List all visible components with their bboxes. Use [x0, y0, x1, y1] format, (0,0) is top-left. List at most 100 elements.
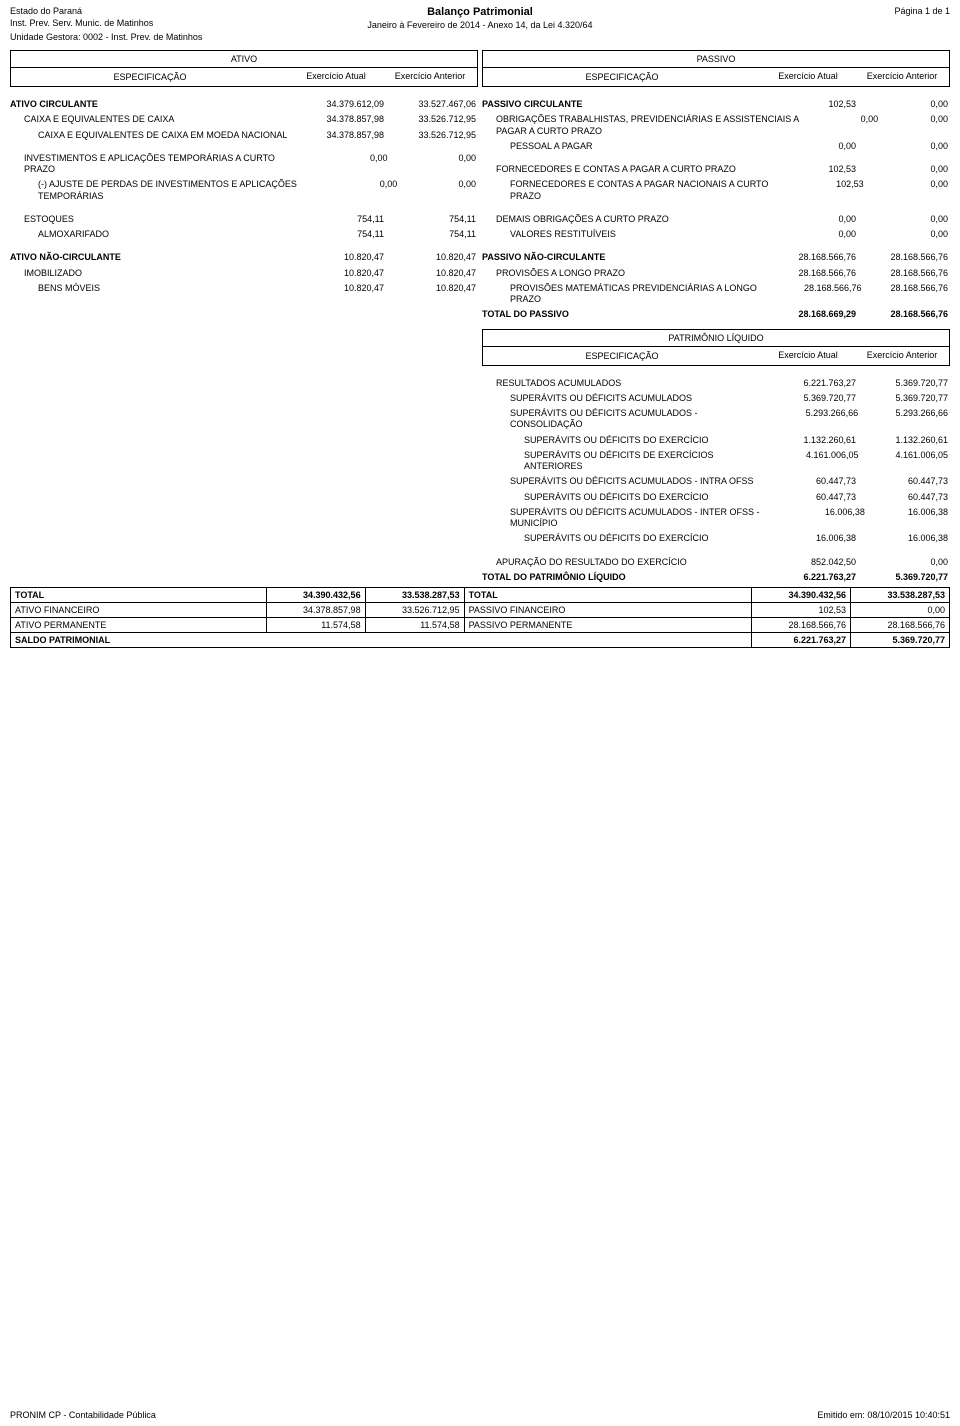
row-value-atual: 0,00 — [766, 141, 858, 152]
row-label: ATIVO NÃO-CIRCULANTE — [10, 252, 294, 263]
row-value-anterior: 60.447,73 — [858, 492, 950, 503]
row-value-atual: 28.168.566,76 — [766, 268, 858, 279]
ativo-rows: ATIVO CIRCULANTE34.379.612,0933.527.467,… — [10, 97, 478, 296]
row-label: SUPERÁVITS OU DÉFICITS DO EXERCÍCIO — [482, 533, 766, 544]
row-value-anterior: 5.293.266,66 — [860, 408, 950, 419]
row-value-atual: 16.006,38 — [766, 533, 858, 544]
main-tables: ATIVO ESPECIFICAÇÃO Exercício Atual Exer… — [10, 50, 950, 585]
row-value-anterior: 754,11 — [386, 229, 478, 240]
row-label: ESTOQUES — [10, 214, 294, 225]
row-label: BENS MÓVEIS — [10, 283, 294, 294]
table-row: SUPERÁVITS OU DÉFICITS ACUMULADOS - CONS… — [482, 406, 950, 433]
table-row: (-) AJUSTE DE PERDAS DE INVESTIMENTOS E … — [10, 177, 478, 204]
ativo-permanente-label: ATIVO PERMANENTE — [11, 618, 267, 633]
row-value-atual: 4.161.006,05 — [771, 450, 860, 461]
ativo-financeiro-anterior: 33.526.712,95 — [365, 603, 464, 618]
col-ex-anterior: Exercício Anterior — [383, 68, 477, 86]
table-row: SUPERÁVITS OU DÉFICITS ACUMULADOS5.369.7… — [482, 391, 950, 406]
report-title: Balanço Patrimonial — [10, 6, 950, 18]
row-value-anterior: 28.168.566,76 — [864, 283, 950, 294]
row-value-atual: 28.168.566,76 — [766, 252, 858, 263]
grand-totals-table: TOTAL 34.390.432,56 33.538.287,53 TOTAL … — [10, 587, 950, 648]
col-especificacao: ESPECIFICAÇÃO — [11, 68, 289, 86]
row-label: FORNECEDORES E CONTAS A PAGAR NACIONAIS … — [482, 179, 781, 202]
total-passivo-atual: 28.168.669,29 — [766, 309, 858, 320]
row-value-anterior: 0,00 — [866, 179, 950, 190]
passivo-permanente-label: PASSIVO PERMANENTE — [464, 618, 751, 633]
row-label: PASSIVO NÃO-CIRCULANTE — [482, 252, 766, 263]
row-value-atual: 6.221.763,27 — [766, 378, 858, 389]
table-row: SUPERÁVITS OU DÉFICITS DE EXERCÍCIOS ANT… — [482, 448, 950, 475]
row-label: ATIVO CIRCULANTE — [10, 99, 294, 110]
row-value-anterior: 10.820,47 — [386, 252, 478, 263]
total-patrimonio-row: TOTAL DO PATRIMÔNIO LÍQUIDO 6.221.763,27… — [482, 570, 950, 585]
row-value-anterior: 0,00 — [858, 229, 950, 240]
row-value-atual: 754,11 — [294, 214, 386, 225]
financeiro-row: ATIVO FINANCEIRO 34.378.857,98 33.526.71… — [11, 603, 950, 618]
page-number: Página 1 de 1 — [894, 6, 950, 16]
row-label: IMOBILIZADO — [10, 268, 294, 279]
report-period: Janeiro à Fevereiro de 2014 - Anexo 14, … — [10, 20, 950, 30]
row-label: SUPERÁVITS OU DÉFICITS DO EXERCÍCIO — [482, 435, 766, 446]
col-ex-atual: Exercício Atual — [761, 68, 855, 86]
table-row: SUPERÁVITS OU DÉFICITS DO EXERCÍCIO16.00… — [482, 531, 950, 546]
row-value-atual: 102,53 — [766, 164, 858, 175]
row-value-atual: 34.378.857,98 — [294, 114, 386, 125]
ativo-column-header: ESPECIFICAÇÃO Exercício Atual Exercício … — [10, 68, 478, 87]
passivo-permanente-anterior: 28.168.566,76 — [851, 618, 950, 633]
passivo-financeiro-label: PASSIVO FINANCEIRO — [464, 603, 751, 618]
table-row: PROVISÕES A LONGO PRAZO28.168.566,7628.1… — [482, 266, 950, 281]
total-passivo-anterior: 28.168.566,76 — [858, 309, 950, 320]
row-value-anterior: 0,00 — [880, 114, 950, 125]
table-row: VALORES RESTITUÍVEIS0,000,00 — [482, 227, 950, 242]
row-value-atual: 0,00 — [766, 229, 858, 240]
total-ativo-anterior: 33.538.287,53 — [365, 588, 464, 603]
unidade-gestora: Unidade Gestora: 0002 - Inst. Prev. de M… — [10, 32, 950, 42]
ativo-header: ATIVO — [10, 50, 478, 68]
row-value-anterior: 33.526.712,95 — [386, 130, 478, 141]
total-passivo-label: TOTAL DO PASSIVO — [482, 309, 766, 320]
total-passivo-label: TOTAL — [464, 588, 751, 603]
footer-right: Emitido em: 08/10/2015 10:40:51 — [817, 1410, 950, 1420]
row-value-atual: 60.447,73 — [766, 476, 858, 487]
passivo-permanente-atual: 28.168.566,76 — [752, 618, 851, 633]
row-value-atual: 1.132.260,61 — [766, 435, 858, 446]
table-row: PASSIVO CIRCULANTE102,530,00 — [482, 97, 950, 112]
row-value-atual: 0,00 — [321, 179, 400, 190]
row-label: PROVISÕES MATEMÁTICAS PREVIDENCIÁRIAS A … — [482, 283, 777, 306]
table-row: ATIVO NÃO-CIRCULANTE10.820,4710.820,47 — [10, 250, 478, 265]
row-label: APURAÇÃO DO RESULTADO DO EXERCÍCIO — [482, 557, 766, 568]
ativo-permanente-anterior: 11.574,58 — [365, 618, 464, 633]
row-label: DEMAIS OBRIGAÇÕES A CURTO PRAZO — [482, 214, 766, 225]
equity-rows: RESULTADOS ACUMULADOS6.221.763,275.369.7… — [482, 376, 950, 570]
col-especificacao: ESPECIFICAÇÃO — [483, 68, 761, 86]
report-header: Balanço Patrimonial Janeiro à Fevereiro … — [10, 6, 950, 42]
row-value-atual: 34.378.857,98 — [294, 130, 386, 141]
total-patrimonio-anterior: 5.369.720,77 — [858, 572, 950, 583]
table-row: SUPERÁVITS OU DÉFICITS ACUMULADOS - INTE… — [482, 505, 950, 532]
table-row: BENS MÓVEIS10.820,4710.820,47 — [10, 281, 478, 296]
row-value-atual: 34.379.612,09 — [294, 99, 386, 110]
col-ex-atual: Exercício Atual — [289, 68, 383, 86]
row-label: PESSOAL A PAGAR — [482, 141, 766, 152]
table-row: APURAÇÃO DO RESULTADO DO EXERCÍCIO852.04… — [482, 555, 950, 570]
page: Balanço Patrimonial Janeiro à Fevereiro … — [0, 0, 960, 1426]
table-row: ALMOXARIFADO754,11754,11 — [10, 227, 478, 242]
table-row: CAIXA E EQUIVALENTES DE CAIXA34.378.857,… — [10, 112, 478, 127]
col-ex-atual: Exercício Atual — [761, 347, 855, 365]
row-value-atual: 10.820,47 — [294, 283, 386, 294]
table-row: PESSOAL A PAGAR0,000,00 — [482, 139, 950, 154]
row-value-anterior: 28.168.566,76 — [858, 268, 950, 279]
footer-left: PRONIM CP - Contabilidade Pública — [10, 1410, 156, 1420]
passivo-header: PASSIVO — [482, 50, 950, 68]
col-especificacao: ESPECIFICAÇÃO — [483, 347, 761, 365]
total-ativo-label: TOTAL — [11, 588, 267, 603]
table-row: SUPERÁVITS OU DÉFICITS ACUMULADOS - INTR… — [482, 474, 950, 489]
table-row: DEMAIS OBRIGAÇÕES A CURTO PRAZO0,000,00 — [482, 212, 950, 227]
patrimonio-column-header: ESPECIFICAÇÃO Exercício Atual Exercício … — [482, 347, 950, 366]
row-label: ALMOXARIFADO — [10, 229, 294, 240]
row-value-atual: 5.293.266,66 — [770, 408, 860, 419]
row-value-anterior: 60.447,73 — [858, 476, 950, 487]
ativo-section: ATIVO ESPECIFICAÇÃO Exercício Atual Exer… — [10, 50, 478, 585]
row-value-anterior: 0,00 — [858, 164, 950, 175]
